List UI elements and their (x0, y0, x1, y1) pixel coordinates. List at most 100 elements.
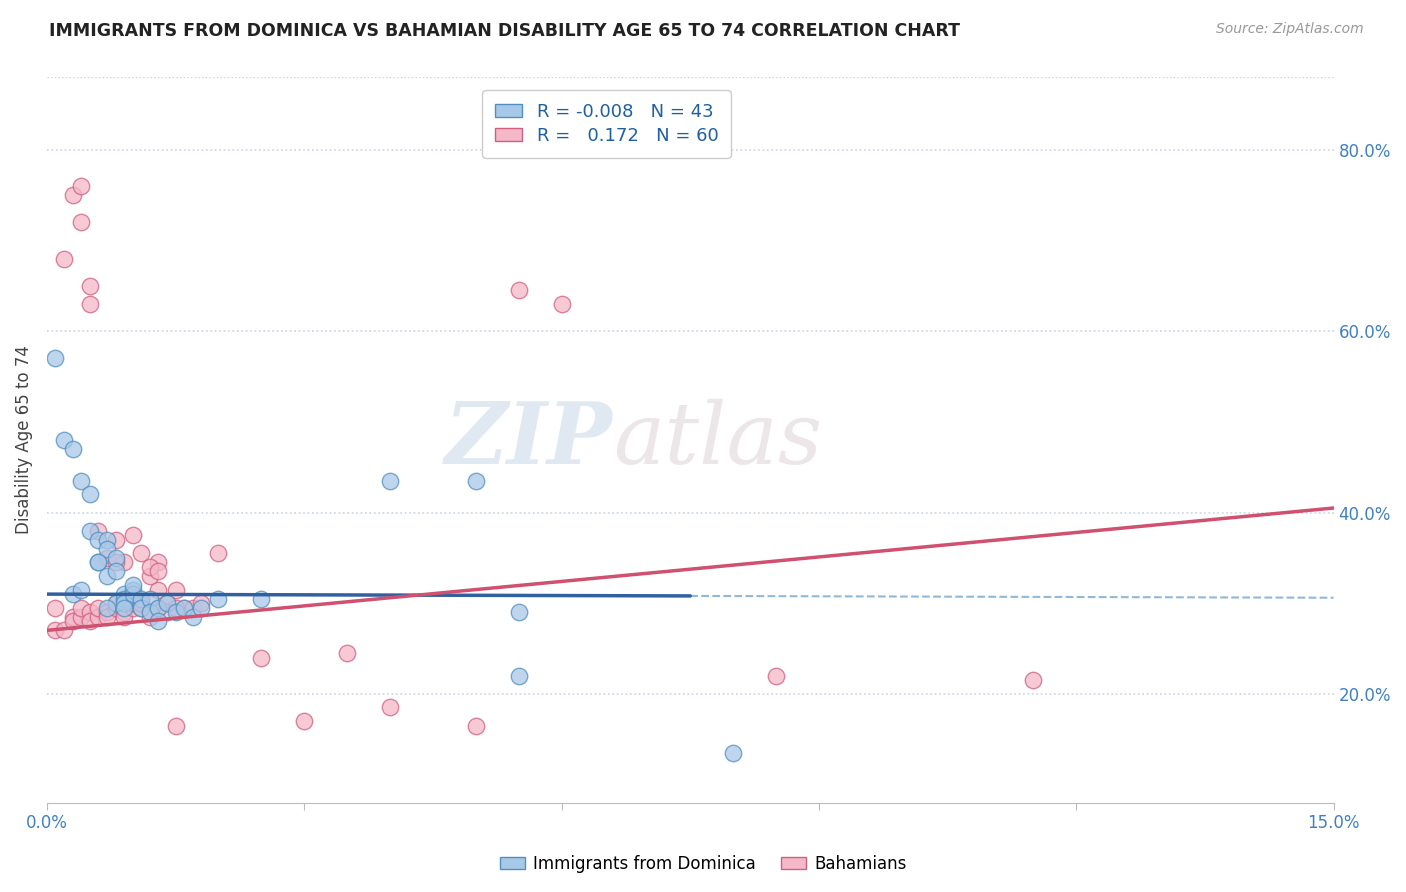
Point (53, 624, 76, 638)
Point (165, 605, 187, 619)
Point (104, 533, 127, 547)
Point (96, 605, 118, 619)
Point (165, 600, 187, 615)
Point (112, 555, 135, 569)
Point (129, 546, 152, 560)
Point (87, 555, 110, 569)
Point (148, 582, 170, 597)
Point (121, 587, 143, 601)
Point (121, 578, 143, 592)
Point (139, 569, 162, 583)
Text: IMMIGRANTS FROM DOMINICA VS BAHAMIAN DISABILITY AGE 65 TO 74 CORRELATION CHART: IMMIGRANTS FROM DOMINICA VS BAHAMIAN DIS… (49, 22, 960, 40)
Point (62, 615, 84, 629)
Point (139, 591, 162, 606)
Text: Source: ZipAtlas.com: Source: ZipAtlas.com (1216, 22, 1364, 37)
Point (87, 600, 110, 615)
Point (250, 591, 273, 606)
Point (104, 596, 127, 610)
Point (104, 565, 127, 579)
Point (156, 596, 179, 610)
Point (53, 433, 76, 447)
Point (292, 714, 315, 728)
Point (508, 605, 530, 619)
Point (96, 609, 118, 624)
Point (104, 555, 127, 569)
Point (378, 700, 401, 714)
Point (121, 596, 143, 610)
Point (70, 600, 93, 615)
Point (62, 587, 84, 601)
Point (70, 179, 93, 194)
Point (79, 279, 101, 293)
Point (121, 582, 143, 597)
Point (129, 596, 152, 610)
Point (129, 591, 152, 606)
Point (173, 600, 195, 615)
Point (156, 596, 179, 610)
Point (721, 746, 744, 760)
Point (165, 582, 187, 597)
Point (336, 646, 359, 660)
Point (173, 600, 195, 615)
Point (112, 605, 135, 619)
Point (121, 528, 143, 542)
Point (96, 550, 118, 565)
Point (44, 624, 66, 638)
Point (207, 591, 229, 606)
Point (129, 600, 152, 615)
Point (70, 582, 93, 597)
Point (87, 533, 110, 547)
Point (139, 609, 162, 624)
Point (550, 297, 572, 311)
Point (87, 609, 110, 624)
Point (79, 487, 101, 501)
Point (508, 669, 530, 683)
Point (70, 474, 93, 488)
Text: atlas: atlas (613, 399, 823, 482)
Point (112, 596, 135, 610)
Point (139, 605, 162, 619)
Point (207, 546, 229, 560)
Point (112, 600, 135, 615)
Point (44, 351, 66, 366)
Point (104, 596, 127, 610)
Point (96, 533, 118, 547)
Point (181, 600, 204, 615)
Point (156, 605, 179, 619)
Point (96, 569, 118, 583)
Point (464, 474, 486, 488)
Point (148, 600, 170, 615)
Point (70, 215, 93, 229)
Point (139, 560, 162, 574)
Legend: Immigrants from Dominica, Bahamians: Immigrants from Dominica, Bahamians (494, 848, 912, 880)
Point (129, 600, 152, 615)
Point (62, 609, 84, 624)
Point (104, 550, 127, 565)
Point (79, 605, 101, 619)
Point (112, 609, 135, 624)
Point (87, 524, 110, 538)
Point (87, 555, 110, 569)
Point (1022, 673, 1045, 688)
Point (62, 188, 84, 202)
Point (765, 669, 787, 683)
Point (96, 600, 118, 615)
Point (96, 541, 118, 556)
Point (148, 555, 170, 569)
Point (104, 600, 127, 615)
Point (165, 718, 187, 732)
Point (190, 600, 212, 615)
Point (139, 605, 162, 619)
Point (464, 718, 486, 732)
Point (378, 474, 401, 488)
Point (79, 524, 101, 538)
Legend: R = -0.008   N = 43, R =   0.172   N = 60: R = -0.008 N = 43, R = 0.172 N = 60 (482, 90, 731, 158)
Point (148, 615, 170, 629)
Point (112, 591, 135, 606)
Point (148, 600, 170, 615)
Point (508, 284, 530, 298)
Point (112, 587, 135, 601)
Point (44, 600, 66, 615)
Point (70, 609, 93, 624)
Point (79, 615, 101, 629)
